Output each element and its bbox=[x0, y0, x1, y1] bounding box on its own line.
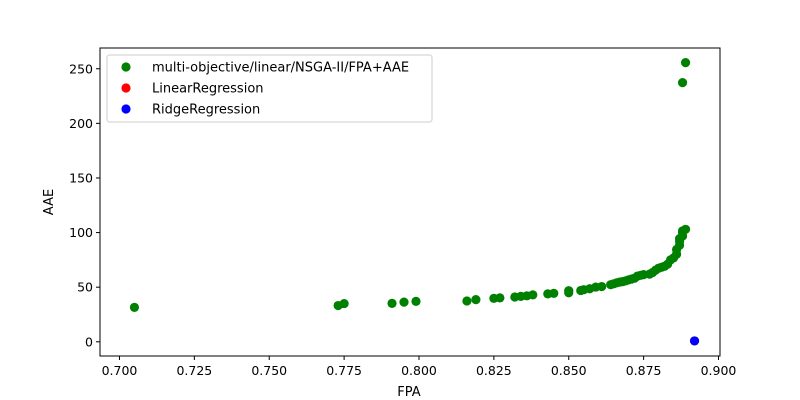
legend-marker bbox=[121, 83, 131, 93]
data-point-series-0-22 bbox=[597, 281, 607, 292]
axes-frame bbox=[99, 47, 721, 357]
data-point-series-2-0 bbox=[689, 336, 700, 346]
axes bbox=[99, 47, 721, 357]
x-tick-label: 0.700 bbox=[102, 363, 138, 378]
x-axis-label: FPA bbox=[397, 385, 420, 400]
y-axis-label: AAE bbox=[42, 189, 57, 215]
data-point-series-0-5 bbox=[411, 296, 421, 306]
legend-label: LinearRegression bbox=[152, 82, 264, 97]
data-point-series-0-4 bbox=[399, 297, 409, 307]
data-point-series-0-53 bbox=[677, 78, 688, 88]
legend-marker bbox=[121, 62, 131, 72]
data-point-series-0-9 bbox=[495, 293, 505, 303]
data-point-series-0-15 bbox=[549, 288, 559, 298]
data-markers bbox=[129, 58, 700, 346]
legend-box bbox=[106, 54, 433, 123]
x-axis-ticks: 0.700 0.725 0.750 0.775 0.800 0.825 0.850 0.875… bbox=[102, 356, 737, 378]
data-point-series-0-54 bbox=[680, 58, 691, 68]
data-point-series-0-0 bbox=[129, 302, 140, 312]
data-point-series-0-2 bbox=[339, 298, 349, 309]
data-point-series-0-7 bbox=[471, 295, 481, 305]
y-tick-label: 100 bbox=[69, 225, 93, 240]
x-tick-label: 0.775 bbox=[326, 363, 362, 378]
x-tick-label: 0.750 bbox=[251, 363, 287, 378]
legend-marker bbox=[121, 104, 131, 114]
x-tick-label: 0.875 bbox=[626, 363, 662, 378]
x-tick-label: 0.900 bbox=[701, 363, 737, 378]
data-point-series-0-52 bbox=[680, 224, 691, 234]
y-tick-label: 0 bbox=[85, 334, 93, 349]
legend-label: RidgeRegression bbox=[152, 103, 260, 118]
y-tick-label: 200 bbox=[69, 116, 93, 131]
x-tick-label: 0.850 bbox=[551, 363, 587, 378]
data-point-series-0-3 bbox=[387, 298, 397, 308]
legend-label: multi-objective/linear/NSGA-II/FPA+AAE bbox=[152, 61, 409, 76]
y-tick-label: 150 bbox=[69, 170, 93, 185]
data-point-series-0-13 bbox=[528, 290, 538, 300]
x-tick-label: 0.825 bbox=[476, 363, 512, 378]
data-point-series-0-17 bbox=[564, 286, 574, 296]
data-point-series-0-6 bbox=[462, 296, 472, 306]
x-tick-label: 0.800 bbox=[401, 363, 437, 378]
y-axis-ticks: 0 50 100 150 200 250 bbox=[69, 61, 100, 349]
x-tick-label: 0.725 bbox=[176, 363, 212, 378]
y-tick-label: 50 bbox=[77, 280, 93, 295]
legend: multi-objective/linear/NSGA-II/FPA+AAE Li… bbox=[106, 54, 433, 123]
y-tick-label: 250 bbox=[69, 61, 93, 76]
